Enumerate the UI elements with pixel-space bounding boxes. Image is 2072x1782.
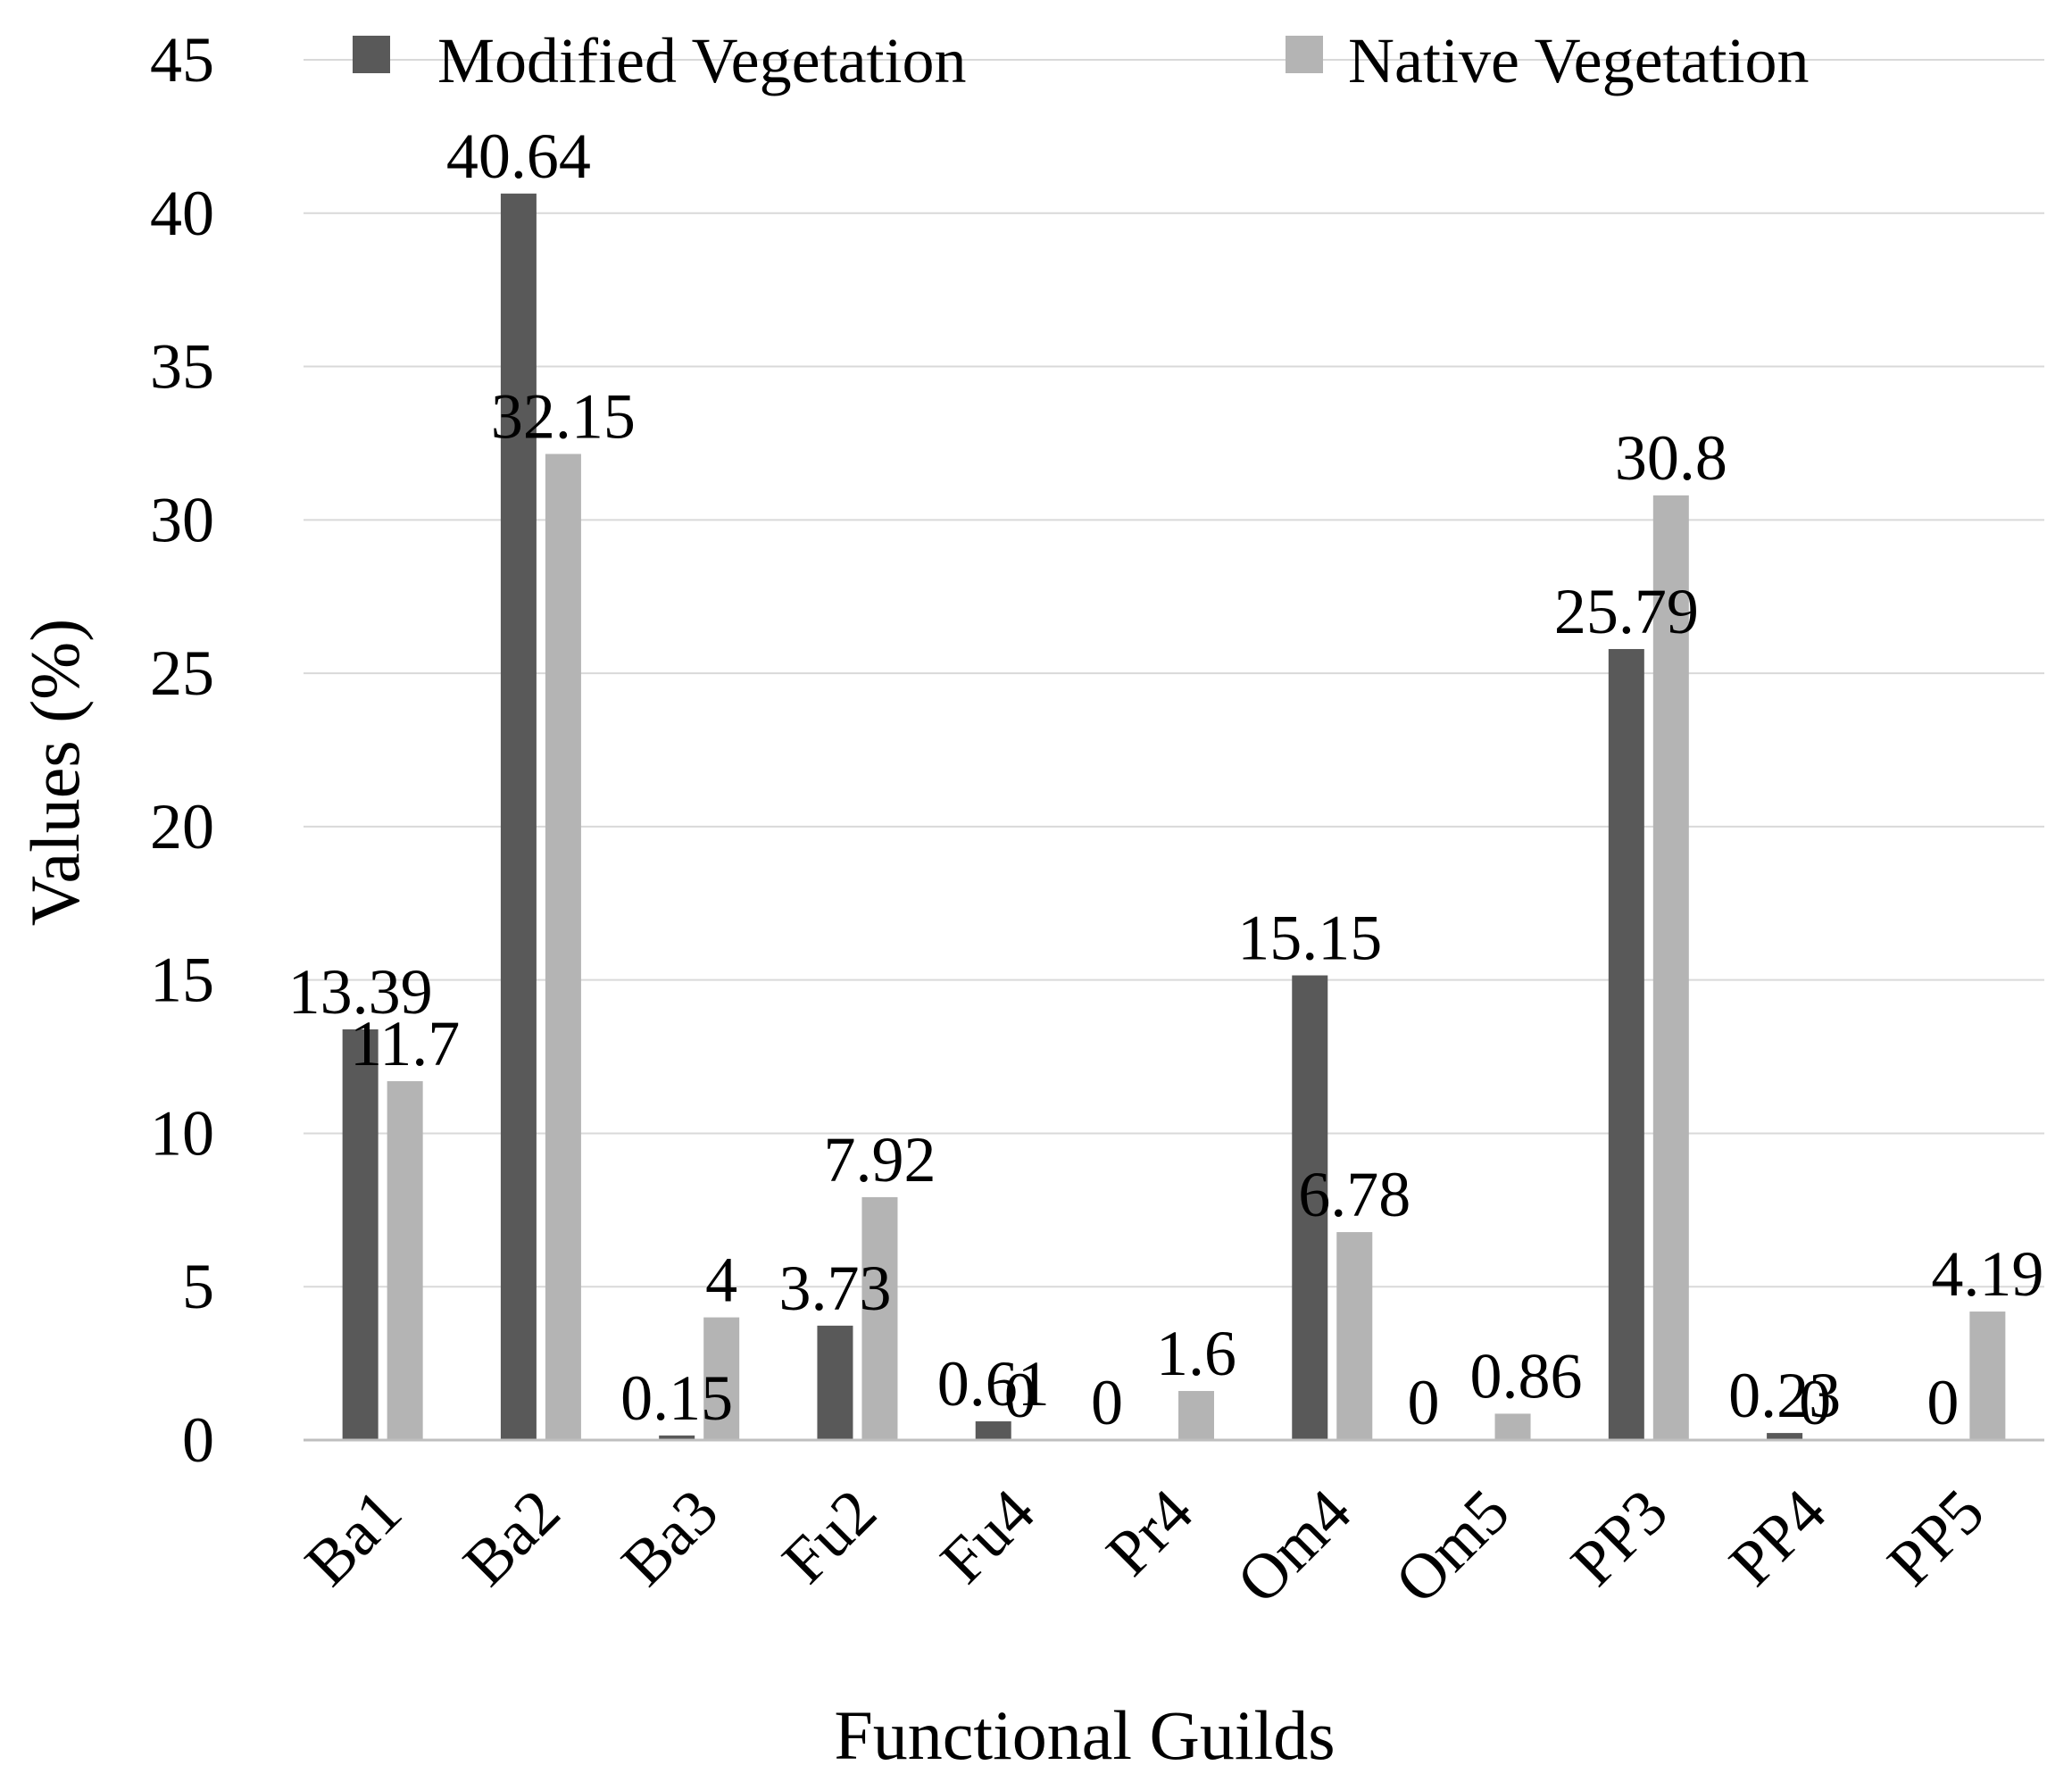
data-label-native-vegetation-ba3: 4 [705,1245,737,1316]
bar-modified-vegetation-ba2 [500,193,537,1440]
x-tick-label-om4: Om4 [1223,1476,1364,1617]
bar-modified-vegetation-fu4 [975,1421,1011,1440]
legend-label-native-vegetation: Native Vegetation [1348,25,1810,96]
data-label-modified-vegetation-fu2: 3.73 [778,1253,891,1324]
y-tick-label-45: 45 [150,24,214,96]
x-axis-title: Functional Guilds [834,1696,1335,1774]
y-tick-label-25: 25 [150,637,214,709]
bar-native-vegetation-ba1 [387,1081,423,1440]
data-label-modified-vegetation-pp3: 25.79 [1554,576,1699,647]
data-label-modified-vegetation-pr4: 0 [1091,1367,1123,1438]
bar-modified-vegetation-ba3 [659,1435,695,1440]
data-label-native-vegetation-fu2: 7.92 [823,1124,936,1195]
bar-native-vegetation-pp5 [1969,1312,2006,1440]
x-tick-label-pp4: PP4 [1716,1476,1840,1600]
bar-native-vegetation-fu2 [861,1196,898,1440]
data-label-native-vegetation-om4: 6.78 [1298,1159,1410,1230]
x-tick-label-ba2: Ba2 [450,1476,574,1600]
legend: Modified Vegetation Native Vegetation [353,25,1810,96]
legend-swatch-modified-vegetation [353,36,390,73]
x-tick-label-ba1: Ba1 [291,1476,415,1600]
y-tick-label-30: 30 [150,484,214,555]
data-label-native-vegetation-ba2: 32.15 [491,380,636,452]
bars [342,193,2006,1441]
y-tick-label-35: 35 [150,331,214,403]
data-label-native-vegetation-fu4: 0 [1004,1360,1036,1431]
gridlines [304,59,2044,1288]
x-tick-label-pr4: Pr4 [1093,1476,1206,1589]
bar-native-vegetation-om4 [1336,1232,1373,1440]
data-label-native-vegetation-pp4: 0 [1799,1367,1831,1438]
data-label-modified-vegetation-ba1: 13.39 [288,956,433,1028]
y-tick-label-20: 20 [150,791,214,862]
y-tick-label-0: 0 [182,1404,214,1476]
legend-label-modified-vegetation: Modified Vegetation [437,25,967,96]
bar-modified-vegetation-pp4 [1767,1433,1803,1440]
data-label-native-vegetation-pr4: 1.6 [1156,1318,1236,1389]
data-label-modified-vegetation-om5: 0 [1408,1367,1440,1438]
data-label-native-vegetation-om5: 0.86 [1470,1340,1583,1411]
bar-native-vegetation-om5 [1494,1413,1531,1440]
y-tick-label-10: 10 [150,1097,214,1169]
x-tick-label-pp3: PP3 [1557,1476,1681,1600]
y-axis-title: Values (%) [16,619,94,926]
bar-native-vegetation-pr4 [1178,1391,1214,1440]
y-tick-label-5: 5 [182,1251,214,1322]
bar-native-vegetation-pp3 [1652,495,1689,1440]
data-label-modified-vegetation-pp4: 0.23 [1728,1360,1841,1431]
bar-native-vegetation-ba3 [703,1317,740,1440]
x-tick-label-fu2: Fu2 [769,1476,890,1597]
bar-modified-vegetation-fu2 [817,1325,853,1440]
bar-native-vegetation-ba2 [545,454,581,1441]
data-label-modified-vegetation-om4: 15.15 [1237,903,1382,974]
data-label-modified-vegetation-ba2: 40.64 [446,121,591,192]
x-tick-label-fu4: Fu4 [927,1476,1048,1597]
bar-modified-vegetation-pp3 [1608,648,1644,1440]
data-label-modified-vegetation-ba3: 0.15 [620,1362,733,1434]
x-tick-label-om5: Om5 [1381,1476,1522,1617]
data-label-native-vegetation-pp5: 4.19 [1931,1238,2043,1310]
data-label-native-vegetation-pp3: 30.8 [1615,422,1727,494]
y-tick-label-15: 15 [150,945,214,1016]
data-label-modified-vegetation-pp5: 0 [1926,1367,1959,1438]
x-tick-label-pp5: PP5 [1874,1476,1998,1600]
data-label-modified-vegetation-fu4: 0.61 [937,1348,1050,1420]
data-label-native-vegetation-ba1: 11.7 [350,1008,460,1079]
bar-modified-vegetation-ba1 [342,1028,379,1440]
legend-swatch-native-vegetation [1286,36,1323,73]
y-tick-label-40: 40 [150,178,214,249]
bar-modified-vegetation-om4 [1292,975,1328,1440]
x-tick-label-ba3: Ba3 [608,1476,732,1600]
